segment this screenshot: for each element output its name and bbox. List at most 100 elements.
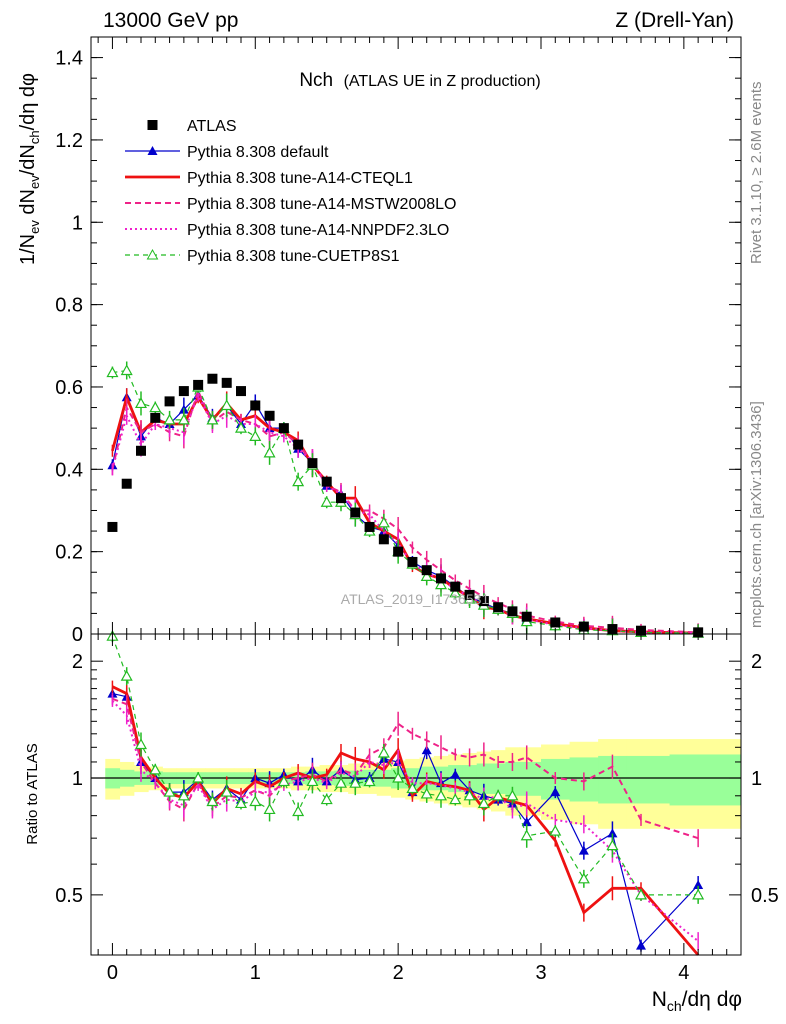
y-tick-label: 1 xyxy=(72,768,83,790)
data-point xyxy=(692,888,705,900)
data-point xyxy=(450,769,461,779)
data-point xyxy=(506,789,519,801)
x-tick-label: 1 xyxy=(250,962,261,984)
y-tick-label: 1 xyxy=(72,212,83,234)
series-line xyxy=(111,635,699,896)
x-tick-label: 2 xyxy=(393,962,404,984)
x-tick-label: 3 xyxy=(535,962,546,984)
data-point xyxy=(220,785,233,797)
data-point xyxy=(550,787,561,797)
data-point xyxy=(177,789,190,801)
uncertainty-band-inner xyxy=(519,761,542,796)
data-point xyxy=(306,775,319,787)
data-point-atlas xyxy=(121,478,132,489)
ratio-plot-frame xyxy=(90,633,742,956)
header-right: Z (Drell-Yan) xyxy=(615,9,734,32)
data-point xyxy=(149,401,162,413)
data-point xyxy=(120,364,133,376)
data-point xyxy=(377,746,390,758)
ratio-y-axis-label: Ratio to ATLAS xyxy=(24,743,41,844)
y-tick-label-right: 1 xyxy=(751,768,762,790)
data-point xyxy=(163,413,176,425)
data-point xyxy=(134,397,148,409)
legend-label: Pythia 8.308 tune-A14-MSTW2008LO xyxy=(187,196,456,213)
data-point xyxy=(220,399,233,411)
data-point xyxy=(206,413,219,425)
data-point xyxy=(192,771,205,783)
data-point xyxy=(334,776,348,788)
data-point-atlas xyxy=(578,621,589,632)
data-point-atlas xyxy=(407,556,418,567)
data-point xyxy=(549,824,562,836)
data-point xyxy=(134,738,148,750)
data-point xyxy=(249,795,262,807)
data-point xyxy=(163,785,176,797)
data-point xyxy=(263,803,276,815)
data-point xyxy=(349,776,362,788)
data-point xyxy=(606,839,619,851)
data-point xyxy=(578,845,589,855)
mcplots-url-label: mcplots.cern.ch [arXiv:1306.3436] xyxy=(748,401,765,628)
data-point-atlas xyxy=(207,373,218,384)
data-point-atlas xyxy=(221,377,232,388)
legend-label: Pythia 8.308 tune-A14-CTEQL1 xyxy=(187,170,413,187)
x-tick-label: 0 xyxy=(107,962,118,984)
data-point xyxy=(693,880,704,890)
data-point-atlas xyxy=(321,476,332,487)
legend-marker xyxy=(147,120,158,130)
legend: ATLAS Pythia 8.308 default Pythia 8.308 tu… xyxy=(125,118,456,265)
data-point-atlas xyxy=(464,589,475,600)
legend-marker xyxy=(147,146,158,155)
data-point-atlas xyxy=(550,617,561,628)
data-point-atlas xyxy=(150,412,161,423)
data-point xyxy=(292,805,305,817)
x-axis-label: Nch/dη dφ xyxy=(652,988,742,1014)
data-point xyxy=(607,828,618,838)
data-point xyxy=(177,413,190,425)
data-point-atlas xyxy=(350,507,361,518)
data-point-atlas xyxy=(436,573,446,584)
header-left: 13000 GeV pp xyxy=(103,9,238,32)
data-point-atlas xyxy=(421,565,432,576)
data-point xyxy=(106,366,119,378)
data-point-atlas xyxy=(378,534,389,545)
data-point xyxy=(521,817,532,827)
y-tick-label: 0.8 xyxy=(55,295,83,317)
data-point-atlas xyxy=(293,439,304,450)
y-tick-label: 0 xyxy=(72,624,83,646)
data-point-atlas xyxy=(250,400,261,411)
legend-label: ATLAS xyxy=(187,118,237,135)
uncertainty-band-inner xyxy=(491,763,506,794)
plot-title: Nch (ATLAS UE in Z production) xyxy=(299,70,540,91)
data-point xyxy=(434,789,448,801)
data-point xyxy=(277,775,290,787)
y-tick-label: 0.5 xyxy=(55,885,83,907)
y-tick-label: 2 xyxy=(72,651,83,673)
data-point xyxy=(263,446,276,458)
data-point-atlas xyxy=(364,521,375,532)
data-point xyxy=(634,888,648,900)
legend-label: Pythia 8.308 default xyxy=(187,144,329,161)
data-point-atlas xyxy=(393,546,404,557)
data-point xyxy=(320,496,333,507)
data-point-atlas xyxy=(164,396,175,407)
x-tick-label: 4 xyxy=(678,962,689,984)
y-tick-label-right: 2 xyxy=(751,651,762,673)
data-point xyxy=(377,516,390,528)
data-point-atlas xyxy=(336,493,346,504)
legend-label: Pythia 8.308 tune-CUETP8S1 xyxy=(187,248,400,265)
data-point-atlas xyxy=(136,445,146,456)
data-point xyxy=(420,787,433,799)
data-point-atlas xyxy=(507,606,518,617)
plot-title-sub: (ATLAS UE in Z production) xyxy=(344,73,541,90)
data-point xyxy=(463,789,476,801)
uncertainty-band-inner xyxy=(669,754,742,806)
data-point-atlas xyxy=(278,423,289,434)
legend-marker xyxy=(146,248,159,260)
data-point xyxy=(406,782,419,794)
data-point xyxy=(421,745,432,755)
data-point-atlas xyxy=(493,602,504,613)
data-point xyxy=(234,797,248,809)
data-point xyxy=(520,829,533,841)
